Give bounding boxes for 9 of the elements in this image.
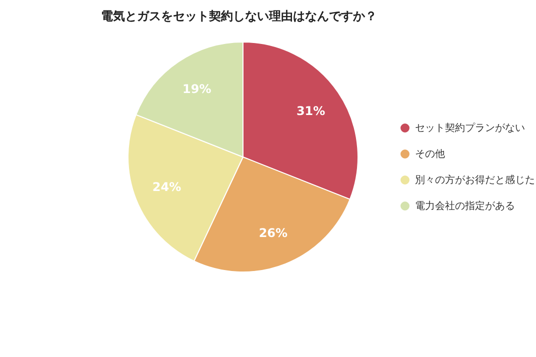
- legend-label: その他: [415, 148, 445, 160]
- chart-title: 電気とガスをセット契約しない理由はなんですか？: [101, 9, 377, 23]
- legend-label: セット契約プランがない: [415, 122, 525, 134]
- data-label: 31%: [296, 104, 326, 118]
- data-label: 26%: [258, 226, 288, 240]
- data-label: 19%: [182, 82, 212, 96]
- legend-label: 別々の方がお得だと感じた: [415, 174, 535, 186]
- data-label: 24%: [152, 180, 182, 194]
- legend-label: 電力会社の指定がある: [415, 200, 515, 212]
